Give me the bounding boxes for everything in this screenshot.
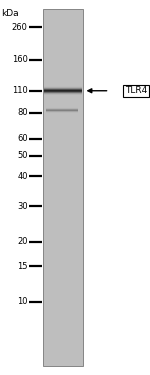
Bar <box>43 9 83 366</box>
Text: 60: 60 <box>17 134 28 143</box>
Text: 30: 30 <box>17 202 28 211</box>
Text: TLR4: TLR4 <box>125 86 147 95</box>
Text: 40: 40 <box>17 172 28 181</box>
Text: 260: 260 <box>12 22 28 32</box>
Text: 110: 110 <box>12 86 28 95</box>
Text: kDa: kDa <box>2 9 19 18</box>
Text: 20: 20 <box>17 237 28 246</box>
Text: 10: 10 <box>17 297 28 306</box>
Text: 15: 15 <box>17 262 28 271</box>
Text: 80: 80 <box>17 108 28 117</box>
Text: 50: 50 <box>17 151 28 160</box>
Text: 160: 160 <box>12 56 28 64</box>
